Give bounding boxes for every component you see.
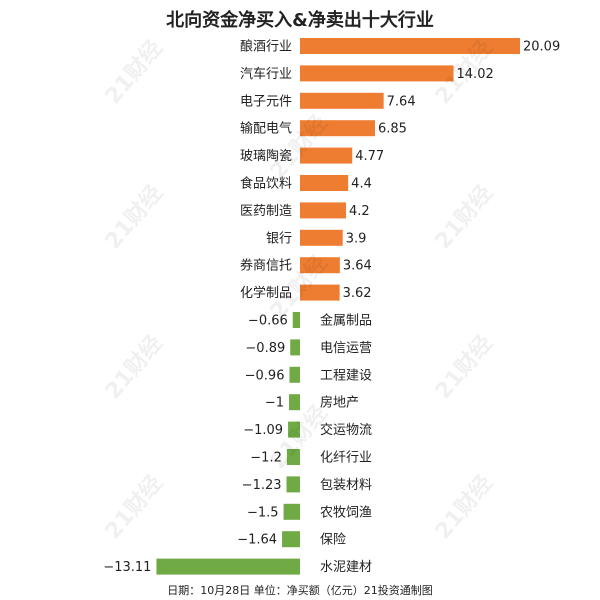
data-label: 20.09 — [523, 40, 560, 55]
bar — [300, 92, 384, 109]
bar — [300, 284, 340, 301]
data-label: 3.9 — [346, 231, 367, 246]
bar — [300, 38, 520, 54]
bar — [286, 476, 300, 493]
bar — [300, 65, 454, 82]
category-label: 工程建设 — [320, 368, 372, 383]
bar — [290, 339, 300, 356]
bar — [300, 147, 353, 164]
category-label: 水泥建材 — [320, 560, 372, 575]
data-label: 4.77 — [355, 149, 384, 164]
data-label: 3.62 — [343, 286, 372, 301]
data-label: 7.64 — [387, 94, 416, 109]
data-label: −0.89 — [245, 341, 285, 356]
data-label: −13.11 — [103, 560, 151, 575]
chart-title: 北向资金净买入&净卖出十大行业 — [166, 10, 434, 31]
category-label: 玻璃陶瓷 — [240, 148, 292, 164]
category-label: 农牧饲渔 — [320, 505, 372, 520]
data-label: −0.96 — [245, 368, 285, 383]
bar — [156, 558, 300, 575]
data-label: −1.2 — [250, 451, 282, 466]
category-label: 电信运营 — [320, 341, 372, 356]
bar — [300, 202, 346, 219]
bar — [300, 257, 340, 274]
data-label: −1.5 — [247, 505, 279, 520]
category-label: 汽车行业 — [240, 66, 292, 82]
bar — [282, 531, 300, 548]
chart-footnote: 日期：10月28日 单位：净买额（亿元）21投资通制图 — [167, 584, 433, 597]
data-label: −1.64 — [237, 533, 277, 548]
data-label: −1.09 — [243, 423, 283, 438]
category-label: 房地产 — [320, 395, 359, 411]
bar — [292, 312, 300, 328]
data-label: 14.02 — [457, 67, 494, 82]
data-label: −1 — [265, 396, 284, 411]
bar — [286, 449, 300, 465]
bar — [288, 421, 300, 438]
category-label: 银行 — [266, 231, 292, 246]
data-label: 4.4 — [351, 177, 372, 192]
bar — [300, 229, 343, 246]
category-label: 券商信托 — [240, 258, 292, 274]
category-label: 电子元件 — [240, 94, 292, 109]
category-label: 酿酒行业 — [240, 39, 292, 55]
category-label: 医药制造 — [240, 204, 292, 219]
data-label: −0.66 — [248, 314, 288, 329]
bar — [300, 175, 349, 191]
data-label: 6.85 — [378, 122, 407, 137]
category-label: 交运物流 — [320, 422, 372, 438]
category-label: 化学制品 — [240, 285, 292, 301]
bar — [289, 366, 300, 383]
category-label: 化纤行业 — [320, 451, 372, 466]
bar — [283, 503, 300, 520]
category-label: 金属制品 — [320, 313, 372, 329]
category-label: 食品饮料 — [240, 176, 292, 192]
data-label: 4.2 — [349, 204, 370, 219]
category-label: 保险 — [320, 533, 346, 548]
bar — [300, 120, 376, 137]
bar — [289, 394, 300, 411]
data-label: 3.64 — [343, 259, 372, 274]
category-label: 包装材料 — [320, 478, 372, 493]
category-label: 输配电气 — [240, 121, 292, 137]
data-label: −1.23 — [242, 478, 282, 493]
